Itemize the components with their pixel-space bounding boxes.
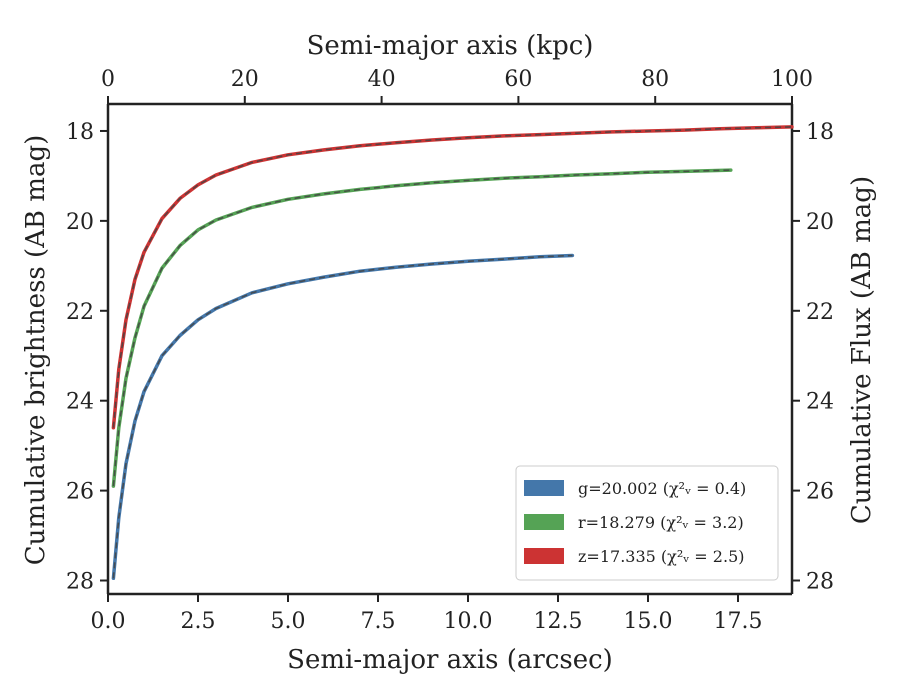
y-axis-label-left: Cumulative brightness (AB mag) (21, 135, 51, 566)
y-axis-label-right: Cumulative Flux (AB mag) (847, 176, 877, 524)
legend-swatch-1 (524, 480, 564, 496)
legend-label-1: g=20.002 (χ²ᵥ = 0.4) (578, 479, 746, 498)
x-tick-label-bottom: 12.5 (534, 609, 583, 634)
y-tick-label-left: 20 (66, 210, 94, 235)
y-tick-label-left: 22 (66, 300, 94, 325)
y-tick-label-left: 26 (66, 480, 94, 505)
x-tick-label-bottom: 15.0 (624, 609, 673, 634)
plot-area: 0.0 2.5 5.0 7.5 10.0 12.5 15.0 17.5 0 20 40 60 80 100… (66, 67, 834, 634)
series-model-dashed-1 (112, 254, 573, 579)
x-tick-label-top: 60 (504, 67, 532, 92)
y-tick-label-right: 28 (806, 570, 834, 595)
x-axis-label-top: Semi-major axis (kpc) (307, 31, 594, 61)
y-tick-label-left: 18 (66, 120, 94, 145)
series-model-dashed-3 (112, 126, 793, 428)
y-tick-label-right: 22 (806, 300, 834, 325)
x-tick-label-bottom: 7.5 (361, 609, 396, 634)
series-line-2 (111, 168, 733, 488)
x-tick-label-bottom: 0.0 (91, 609, 126, 634)
series-model-dashed-2 (112, 169, 731, 487)
legend-swatch-2 (524, 514, 564, 530)
x-tick-label-bottom: 17.5 (714, 609, 763, 634)
y-tick-label-right: 20 (806, 210, 834, 235)
x-tick-label-top: 40 (368, 67, 396, 92)
x-tick-label-top: 20 (231, 67, 259, 92)
y-tick-label-left: 28 (66, 570, 94, 595)
legend-swatch-3 (524, 548, 564, 564)
legend-box (515, 465, 779, 581)
y-tick-label-right: 18 (806, 120, 834, 145)
x-tick-label-top: 0 (101, 67, 115, 92)
y-tick-label-right: 26 (806, 480, 834, 505)
x-tick-label-top: 100 (771, 67, 813, 92)
legend-label-2: r=18.279 (χ²ᵥ = 3.2) (578, 513, 744, 532)
x-tick-label-top: 80 (641, 67, 669, 92)
x-tick-label-bottom: 10.0 (444, 609, 493, 634)
x-tick-label-bottom: 5.0 (271, 609, 306, 634)
y-tick-label-right: 24 (806, 390, 834, 415)
legend-label-3: z=17.335 (χ²ᵥ = 2.5) (578, 547, 744, 566)
series-line-1 (111, 253, 575, 581)
y-tick-label-left: 24 (66, 390, 94, 415)
x-tick-label-bottom: 2.5 (181, 609, 216, 634)
x-axis-label-bottom: Semi-major axis (arcsec) (287, 645, 613, 675)
